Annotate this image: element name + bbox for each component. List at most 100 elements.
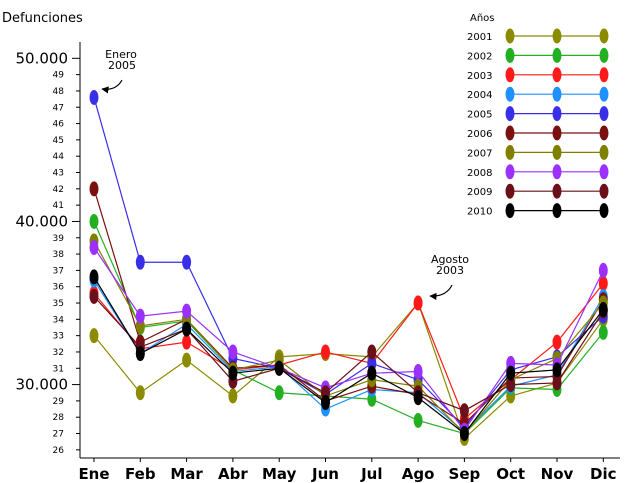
legend-marker [552,203,562,219]
data-point-2008 [413,364,423,380]
legend-marker [599,47,609,63]
y-tick-label: 49 [53,71,65,81]
data-point-2010 [552,362,562,378]
y-tick-label: 42 [53,185,64,195]
legend-item-2005: 2005 [467,106,609,122]
legend-marker [599,125,609,141]
legend-item-2006: 2006 [467,125,609,141]
legend-marker [505,164,515,180]
legend-marker [552,86,562,102]
legend-marker [599,86,609,102]
annotation-arrow [429,284,453,300]
legend-marker [552,67,562,83]
y-tick-label: 48 [53,87,65,97]
y-tick-label: 43 [53,169,64,179]
y-major-tick-label: 50.000 [16,49,69,67]
series-line-2001 [93,301,604,440]
data-point-2003 [413,295,423,311]
data-point-2002 [413,412,423,428]
data-point-2009 [367,344,377,360]
x-tick-label: Ene [78,465,109,483]
legend-marker [552,144,562,160]
x-tick-label: Abr [218,465,248,483]
x-tick-label: Jul [360,465,382,483]
legend-item-2007: 2007 [467,144,609,160]
legend-label: 2007 [467,148,492,159]
series-line-2002 [93,221,604,435]
legend-label: 2003 [467,71,492,82]
legend-marker [552,164,562,180]
annotation-arrow [101,79,123,94]
data-point-2008 [135,308,145,324]
legend-marker [552,125,562,141]
legend-label: 2005 [467,110,492,121]
legend-label: 2010 [467,207,492,218]
data-point-2010 [367,365,377,381]
legend-marker [599,203,609,219]
y-axis: 26 27 28 29 31 32 33 34 35 36 37 38 39 41 42 43 44 45 46 47… [16,42,81,458]
legend-marker [505,28,515,44]
legend-item-2004: 2004 [467,86,609,102]
legend-marker [599,183,609,199]
series-line-2003 [93,283,604,420]
series-2004 [89,272,608,440]
series-2002 [89,213,608,442]
data-point-2010 [182,321,192,337]
x-axis: Ene Feb Mar Abr May Jun Jul Ago Sep Oct Nov Dic [78,457,620,483]
y-tick-label: 32 [53,348,64,358]
data-point-2010 [459,426,469,442]
data-point-2005 [89,89,99,105]
legend-label: 2004 [467,90,492,101]
legend-marker [552,183,562,199]
series-line-2005 [93,97,604,428]
legend-label: 2009 [467,187,492,198]
series-2005 [89,89,608,435]
y-tick-label: 46 [53,120,65,130]
data-point-2009 [459,403,469,419]
legend-marker [552,28,562,44]
legend-marker [552,106,562,122]
legend-marker [505,106,515,122]
x-tick-label: Dic [590,465,616,483]
legend-marker [505,125,515,141]
x-tick-label: Oct [496,465,525,483]
data-point-2010 [135,346,145,362]
legend-marker [599,106,609,122]
data-point-2005 [135,254,145,270]
series-line-2008 [93,247,604,432]
legend-item-2001: 2001 [467,28,609,44]
y-tick-label: 36 [53,283,65,293]
data-point-2010 [321,395,330,411]
legend-label: 2006 [467,129,492,140]
series-2010 [89,269,608,442]
data-point-2002 [89,213,99,229]
y-tick-label: 39 [53,234,65,244]
legend-item-2009: 2009 [467,183,609,199]
legend-label: 2001 [467,32,492,43]
y-tick-label: 28 [53,413,65,423]
series-2003 [89,275,608,427]
y-major-tick-label: 40.000 [16,212,69,230]
y-tick-label: 38 [53,250,65,260]
data-point-2010 [89,269,99,285]
series-line-2010 [93,276,604,435]
x-tick-label: Jun [311,465,339,483]
data-point-2008 [598,262,608,278]
data-point-2008 [228,344,238,360]
legend-label: 2002 [467,51,492,62]
legend: Años 2001 2002 2003 2004 2005 2006 2007 2008 2009… [467,13,609,219]
annotation-label-line2: 2003 [436,264,464,277]
data-point-2003 [552,334,562,350]
series-2006 [89,181,608,432]
x-tick-label: Feb [125,465,156,483]
y-tick-label: 33 [53,332,64,342]
y-tick-label: 35 [53,299,64,309]
legend-marker [505,86,515,102]
legend-marker [505,183,515,199]
legend-marker [552,47,562,63]
y-tick-label: 29 [53,397,65,407]
series-2007 [89,233,608,442]
legend-marker [599,144,609,160]
